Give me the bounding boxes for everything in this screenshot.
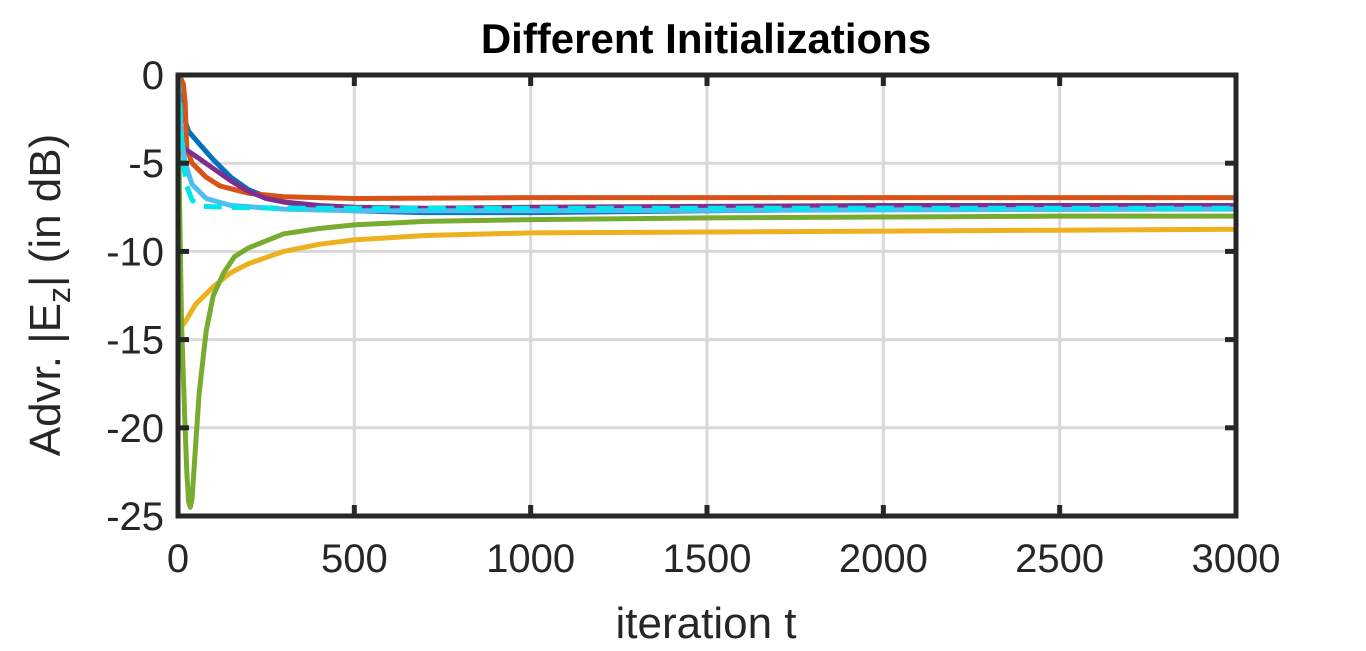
x-tick-label: 2000 [839, 537, 928, 581]
x-tick-label: 2500 [1015, 537, 1104, 581]
series-line-4 [176, 143, 1236, 211]
series-line-3 [176, 226, 1237, 333]
x-axis-label: iteration t [616, 599, 797, 648]
y-axis-label-main: Advr. |E [21, 303, 70, 456]
y-tick-label: -10 [106, 230, 164, 274]
y-tick-label: -5 [128, 142, 164, 186]
y-tick-label: 0 [142, 54, 164, 98]
y-tick-label: -15 [106, 319, 164, 363]
tick-label-layer: 0 500 1000 1500 2000 2500 3000 0 -5 -10 -15 -20 -25 [106, 54, 1280, 581]
chart-title: Different Initializations [481, 15, 931, 62]
x-tick-label: 500 [321, 537, 388, 581]
series-line-7 [175, 74, 1236, 211]
series-line-2 [176, 73, 1236, 201]
axes-layer [175, 72, 1239, 519]
x-tick-label: 1500 [663, 537, 752, 581]
x-tick-label: 0 [167, 537, 189, 581]
y-axis-label-tail: | (in dB) [21, 134, 70, 287]
y-axis-label: Advr. |Ez| (in dB) [21, 134, 77, 457]
grid-layer [176, 73, 1238, 518]
x-tick-label: 3000 [1192, 537, 1281, 581]
y-axis-label-subscript: z [41, 287, 77, 303]
series-layer [175, 73, 1237, 510]
y-tick-label: -25 [106, 495, 164, 539]
x-tick-label: 1000 [486, 537, 575, 581]
y-tick-label: -20 [106, 407, 164, 451]
